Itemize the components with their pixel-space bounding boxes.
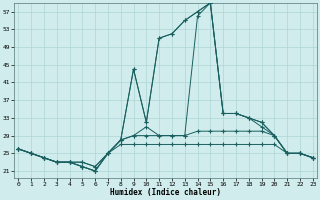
X-axis label: Humidex (Indice chaleur): Humidex (Indice chaleur) [110, 188, 221, 197]
